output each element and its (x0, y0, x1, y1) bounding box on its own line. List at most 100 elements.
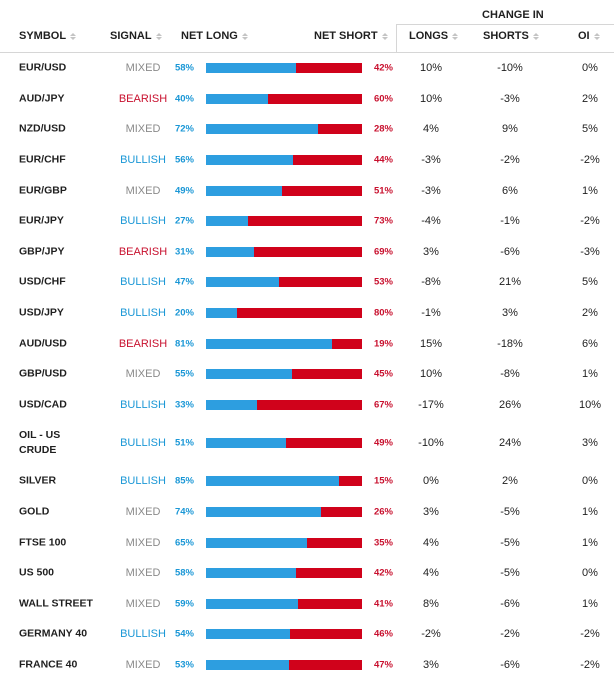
symbol-cell[interactable]: SILVER (19, 474, 57, 487)
symbol-cell[interactable]: EUR/USD (19, 61, 67, 74)
shorts-change-cell: -6% (500, 597, 520, 610)
signal-cell: MIXED (125, 184, 161, 197)
symbol-cell[interactable]: AUD/JPY (19, 92, 65, 105)
table-row[interactable]: GBP/JPY BEARISH 31% 69% 3% -6% -3% (0, 237, 614, 268)
table-row[interactable]: NZD/USD MIXED 72% 28% 4% 9% 5% (0, 114, 614, 145)
symbol-cell[interactable]: GOLD (19, 505, 50, 518)
symbol-cell[interactable]: GERMANY 40 (19, 627, 88, 640)
shorts-change-cell: 6% (502, 184, 518, 197)
symbol-cell[interactable]: FTSE 100 (19, 536, 67, 549)
net-long-value: 27% (174, 215, 194, 227)
net-long-bar-fill (206, 246, 255, 257)
oi-change-cell: 0% (582, 62, 598, 75)
net-long-bar-fill (206, 568, 297, 579)
net-short-value: 42% (373, 62, 393, 74)
symbol-cell[interactable]: EUR/GBP (19, 184, 67, 197)
net-short-value: 44% (373, 154, 393, 166)
net-short-value: 80% (373, 307, 393, 319)
signal-cell: MIXED (125, 368, 161, 381)
table-row[interactable]: SILVER BULLISH 85% 15% 0% 2% 0% (0, 466, 614, 497)
net-long-bar-fill (206, 124, 319, 135)
oi-change-cell: 1% (582, 597, 598, 610)
longs-change-cell: 3% (423, 658, 439, 671)
sort-icon (532, 32, 539, 40)
table-row[interactable]: AUD/JPY BEARISH 40% 60% 10% -3% 2% (0, 84, 614, 115)
table-row[interactable]: AUD/USD BEARISH 81% 19% 15% -18% 6% (0, 328, 614, 359)
signal-cell: BULLISH (120, 398, 166, 411)
net-short-value: 51% (373, 185, 393, 197)
column-header-symbol[interactable]: SYMBOL (19, 30, 77, 42)
column-header-net-short-label: NET SHORT (314, 30, 378, 42)
signal-cell: BULLISH (120, 215, 166, 228)
table-row[interactable]: GOLD MIXED 74% 26% 3% -5% 1% (0, 497, 614, 528)
symbol-cell[interactable]: NZD/USD (19, 122, 66, 135)
symbol-cell[interactable]: GBP/USD (19, 367, 67, 380)
table-row[interactable]: GBP/USD MIXED 55% 45% 10% -8% 1% (0, 359, 614, 390)
shorts-change-cell: -1% (500, 215, 520, 228)
symbol-cell[interactable]: GBP/JPY (19, 245, 65, 258)
table-row[interactable]: EUR/JPY BULLISH 27% 73% -4% -1% -2% (0, 206, 614, 237)
column-header-oi[interactable]: OI (578, 30, 600, 42)
symbol-cell[interactable]: AUD/USD (19, 337, 67, 350)
net-long-value: 85% (174, 475, 194, 487)
longs-change-cell: 0% (423, 475, 439, 488)
column-header-net-short[interactable]: NET SHORT (314, 30, 388, 42)
oi-change-cell: -2% (580, 154, 600, 167)
table-row[interactable]: FRANCE 40 MIXED 53% 47% 3% -6% -2% (0, 650, 614, 681)
symbol-cell[interactable]: USD/CHF (19, 275, 66, 288)
symbol-cell[interactable]: EUR/JPY (19, 214, 64, 227)
net-long-bar-fill (206, 438, 286, 449)
signal-cell: BULLISH (120, 437, 166, 450)
table-row[interactable]: WALL STREET MIXED 59% 41% 8% -6% 1% (0, 589, 614, 620)
table-row[interactable]: USD/CHF BULLISH 47% 53% -8% 21% 5% (0, 267, 614, 298)
net-long-value: 59% (174, 598, 194, 610)
oi-change-cell: 1% (582, 368, 598, 381)
sort-icon (241, 32, 248, 40)
symbol-cell[interactable]: WALL STREET (19, 597, 93, 610)
shorts-change-cell: -6% (500, 658, 520, 671)
oi-change-cell: 3% (582, 437, 598, 450)
net-short-value: 26% (373, 506, 393, 518)
column-header-symbol-label: SYMBOL (19, 30, 67, 42)
longs-change-cell: 15% (419, 337, 443, 350)
column-header-signal[interactable]: SIGNAL (110, 30, 162, 42)
sort-icon (452, 32, 459, 40)
symbol-cell[interactable]: US 500 (19, 566, 55, 579)
oi-change-cell: 6% (582, 337, 598, 350)
net-long-bar-fill (206, 308, 238, 319)
table-row[interactable]: USD/CAD BULLISH 33% 67% -17% 26% 10% (0, 390, 614, 421)
signal-cell: BULLISH (120, 154, 166, 167)
column-header-shorts[interactable]: SHORTS (483, 30, 539, 42)
table-row[interactable]: EUR/USD MIXED 58% 42% 10% -10% 0% (0, 53, 614, 84)
symbol-cell[interactable]: EUR/CHF (19, 153, 66, 166)
shorts-change-cell: -3% (500, 92, 520, 105)
table-row[interactable]: US 500 MIXED 58% 42% 4% -5% 0% (0, 558, 614, 589)
net-long-bar-fill (206, 63, 297, 74)
table-row[interactable]: EUR/CHF BULLISH 56% 44% -3% -2% -2% (0, 145, 614, 176)
net-long-bar-fill (206, 537, 308, 548)
signal-cell: MIXED (125, 567, 161, 580)
longs-change-cell: -3% (421, 154, 441, 167)
longs-change-cell: 4% (423, 123, 439, 136)
symbol-cell[interactable]: FRANCE 40 (19, 658, 78, 671)
table-row[interactable]: EUR/GBP MIXED 49% 51% -3% 6% 1% (0, 175, 614, 206)
net-long-value: 31% (174, 246, 194, 258)
oi-change-cell: -3% (580, 245, 600, 258)
column-header-net-long[interactable]: NET LONG (181, 30, 248, 42)
symbol-cell[interactable]: USD/CAD (19, 398, 67, 411)
sentiment-bar (206, 659, 362, 670)
shorts-change-cell: -5% (500, 536, 520, 549)
sentiment-bar (206, 537, 362, 548)
table-row[interactable]: OIL - US CRUDE BULLISH 51% 49% -10% 24% 3% (0, 420, 614, 466)
table-row[interactable]: FTSE 100 MIXED 65% 35% 4% -5% 1% (0, 527, 614, 558)
symbol-cell[interactable]: OIL - US CRUDE (19, 429, 61, 457)
net-short-value: 15% (373, 475, 393, 487)
longs-change-cell: 4% (423, 536, 439, 549)
symbol-cell[interactable]: USD/JPY (19, 306, 64, 319)
column-header-longs[interactable]: LONGS (409, 30, 459, 42)
column-header-signal-label: SIGNAL (110, 30, 152, 42)
sentiment-bar (206, 438, 362, 449)
table-row[interactable]: USD/JPY BULLISH 20% 80% -1% 3% 2% (0, 298, 614, 329)
table-row[interactable]: GERMANY 40 BULLISH 54% 46% -2% -2% -2% (0, 619, 614, 650)
